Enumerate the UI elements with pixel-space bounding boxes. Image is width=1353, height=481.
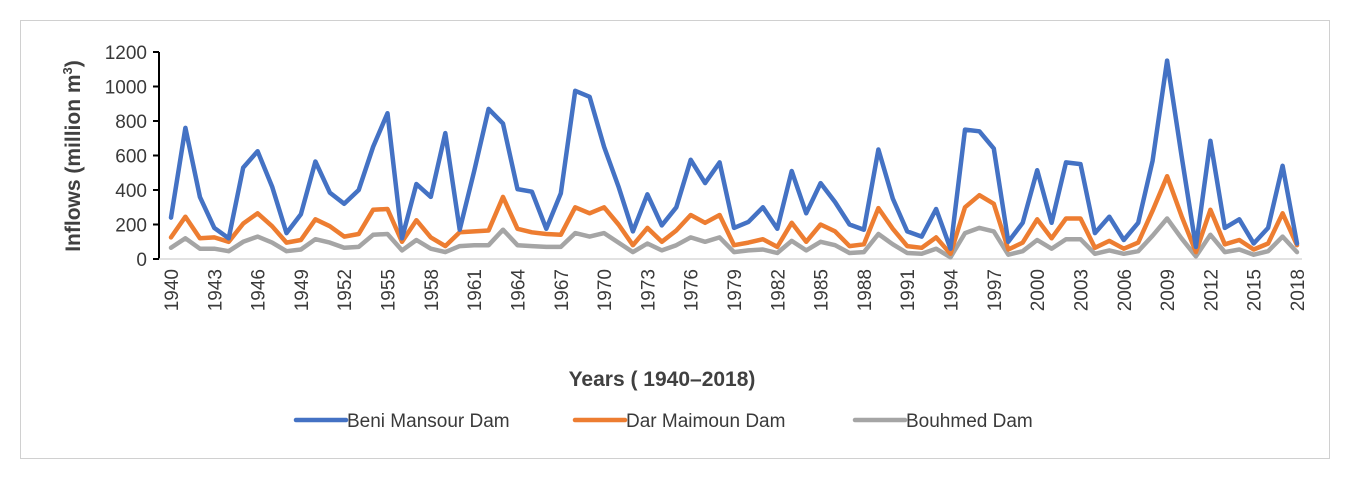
x-tick-label: 2015 xyxy=(1245,269,1266,311)
x-tick-label: 2018 xyxy=(1288,269,1309,311)
x-tick-label: 2012 xyxy=(1201,269,1222,311)
x-tick-label: 1946 xyxy=(249,269,270,311)
legend-label: Dar Maimoun Dam xyxy=(626,411,785,432)
x-tick-label: 2006 xyxy=(1115,269,1136,311)
legend: Beni Mansour Dam Dar Maimoun Dam Bouhmed D… xyxy=(293,411,1033,432)
y-tick-label: 800 xyxy=(115,112,147,133)
x-tick-label: 1958 xyxy=(422,269,443,311)
y-tick-label: 400 xyxy=(115,181,147,202)
x-tick-label: 2003 xyxy=(1071,269,1092,311)
y-axis-title: Inflows (million m3) xyxy=(60,60,85,252)
x-tick-label: 2000 xyxy=(1028,269,1049,311)
x-axis-title: Years ( 1940–2018) xyxy=(569,368,756,391)
x-tick-label: 1973 xyxy=(638,269,659,311)
x-tick-label: 1955 xyxy=(379,269,400,311)
y-tick-label: 1200 xyxy=(105,43,147,64)
x-tick-label: 1961 xyxy=(465,269,486,311)
x-tick-label: 1997 xyxy=(985,269,1006,311)
x-tick-label: 1949 xyxy=(292,269,313,311)
series-lines xyxy=(168,58,1300,260)
x-tick-label: 1979 xyxy=(725,269,746,311)
x-tick-label: 2009 xyxy=(1158,269,1179,311)
legend-label: Beni Mansour Dam xyxy=(347,411,510,432)
x-tick-label: 1964 xyxy=(508,269,529,312)
x-tick-label: 1943 xyxy=(205,269,226,311)
series-line-bouhmed-dam xyxy=(168,216,1300,260)
legend-item: Beni Mansour Dam xyxy=(293,411,510,432)
legend-item: Dar Maimoun Dam xyxy=(572,411,785,432)
x-tick-label: 1976 xyxy=(682,269,703,311)
x-tick-label: 1970 xyxy=(595,269,616,311)
y-tick-label: 0 xyxy=(136,250,147,271)
chart-frame xyxy=(20,20,1330,459)
x-tick-label: 1967 xyxy=(552,269,573,311)
y-tick-label: 600 xyxy=(115,147,147,168)
x-tick-label: 1940 xyxy=(162,269,183,311)
series-line-beni-mansour-dam xyxy=(168,58,1300,251)
x-tick-label: 1988 xyxy=(855,269,876,311)
x-tick-label: 1952 xyxy=(335,269,356,311)
x-axis: 1940 1943 1946 1949 1952 1955 1958 1961 1964 1967… xyxy=(159,258,1309,312)
x-tick-label: 1982 xyxy=(768,269,789,311)
y-axis: 0 200 400 600 800 1000 1200 xyxy=(105,43,160,271)
legend-label: Bouhmed Dam xyxy=(906,411,1033,432)
y-tick-label: 1000 xyxy=(105,78,147,99)
legend-item: Bouhmed Dam xyxy=(852,411,1033,432)
x-tick-label: 1994 xyxy=(942,269,963,312)
x-tick-label: 1985 xyxy=(812,269,833,311)
series-line-dar-maimoun-dam xyxy=(168,173,1300,257)
x-tick-label: 1991 xyxy=(898,269,919,311)
y-tick-label: 200 xyxy=(115,216,147,237)
